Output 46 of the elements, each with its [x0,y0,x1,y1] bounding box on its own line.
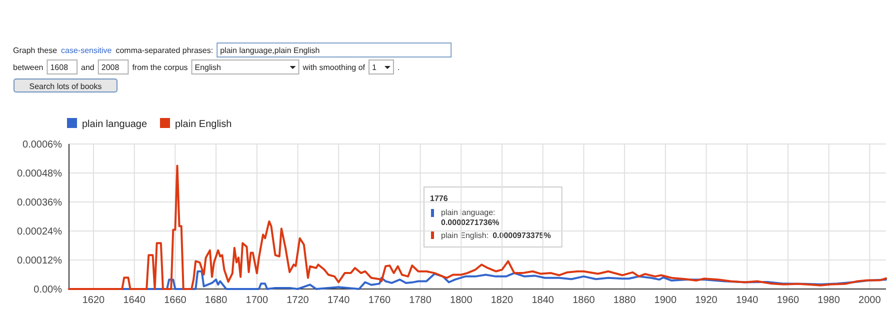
x-tick-label: 1660 [164,295,187,306]
x-tick-label: 1620 [82,295,106,306]
text: English [194,63,222,72]
legend-label: plain language [82,119,148,130]
x-tick-label: 1960 [776,295,800,306]
text: plain language,plain English [220,46,320,55]
annotation: plain language: [441,208,496,217]
x-tick-label: 1980 [818,295,840,306]
text: . [397,63,400,72]
text: comma-separated phrases: [116,46,214,55]
y-tick-label: 0.00024% [16,226,62,238]
x-tick-label: 1920 [695,295,718,306]
x-tick-label: 1840 [532,295,554,306]
x-tick-label: 1940 [736,295,759,306]
text: 1608 [50,63,69,72]
text: from the corpus [132,63,188,72]
x-tick-label: 1820 [490,295,514,306]
text: Graph these [13,46,58,55]
x-tick-label: 2000 [858,295,882,306]
y-tick-label: 0.00012% [16,256,62,266]
text: with smoothing of [302,63,366,72]
text: between [13,63,44,72]
annotation: 0.0000271736% [441,218,500,227]
legend-label: plain English [175,119,232,130]
x-tick-label: 1860 [572,295,596,306]
text: Search lots of books [29,82,102,91]
y-tick-label: 0.00% [34,284,62,296]
y-tick-label: 0.00048% [16,168,62,180]
text: 1 [372,63,378,72]
x-tick-label: 1700 [246,295,268,306]
annotation: 0.0000973375% [492,231,551,240]
y-tick-label: 0.00036% [16,198,62,208]
x-tick-label: 1680 [204,295,228,306]
x-tick-label: 1800 [450,295,473,306]
x-tick-label: 1760 [368,295,392,306]
x-tick-label: 1880 [613,295,636,306]
x-tick-label: 1780 [409,295,432,306]
x-tick-label: 1900 [654,295,677,306]
x-tick-label: 1720 [286,295,310,306]
y-tick-label: 0.0006% [22,140,62,150]
x-tick-label: 1740 [327,295,350,306]
text: 2008 [101,63,120,72]
x-tick-label: 1640 [123,295,146,306]
annotation: 1776 [430,194,448,203]
text: case-sensitive [61,46,112,55]
text: and [81,63,94,72]
